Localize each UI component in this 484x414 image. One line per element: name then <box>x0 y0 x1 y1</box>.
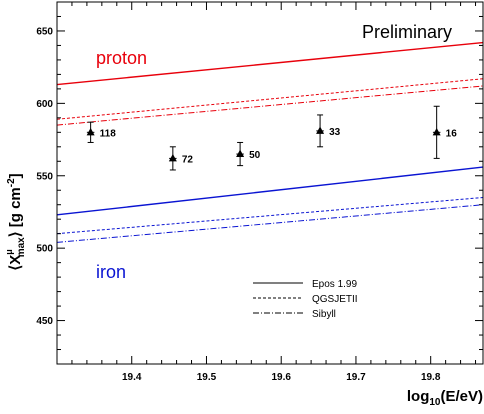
data-points: 118 72 50 33 16 <box>86 105 458 171</box>
model-line-iron-sibyll <box>56 204 484 243</box>
y-axis-title-sup: μ <box>4 249 14 255</box>
model-line-iron-qgsjetii <box>56 196 484 235</box>
point-2-marker <box>236 149 245 158</box>
legend: Epos 1.99 QGSJETII Sibyll <box>253 279 358 320</box>
y-axis-title: ⟨Xμ max⟩ [g cm-2] <box>4 173 27 270</box>
point-1-count-label: 72 <box>182 154 194 165</box>
annotation-preliminary: Preliminary <box>362 22 452 42</box>
model-line-proton-sibyll <box>56 85 484 126</box>
y-tick-label: 600 <box>36 99 53 110</box>
y-axis-title-group: ⟨Xμ max⟩ [g cm-2] <box>4 173 27 270</box>
y-axis-title-close: ] <box>7 173 24 178</box>
x-tick-label: 19.5 <box>197 372 217 383</box>
point-2-count-label: 50 <box>249 150 261 161</box>
legend-label-sibyll: Sibyll <box>312 309 336 320</box>
axis-ticks: 450 500 550 600 650 19.4 19.5 19.6 19.7 19.8 <box>36 1 483 383</box>
x-axis-title: log10(E/eV) <box>407 388 483 408</box>
y-axis-title-lead: ⟨X <box>7 255 24 271</box>
point-1-marker <box>168 153 177 162</box>
y-axis-title-tail: ⟩ [g cm <box>7 187 24 237</box>
point-0-count-label: 118 <box>100 128 117 139</box>
point-4-marker <box>432 127 441 136</box>
x-tick-label: 19.4 <box>122 372 142 383</box>
y-axis-title-sub: max <box>16 237 27 257</box>
point-3-marker <box>316 126 325 134</box>
y-tick-label: 550 <box>36 171 53 182</box>
x-tick-label: 19.8 <box>421 372 441 383</box>
y-tick-label: 450 <box>36 316 53 327</box>
point-0-marker <box>86 127 95 136</box>
y-tick-label: 650 <box>36 26 53 37</box>
plot-border <box>56 1 484 365</box>
x-axis-title-main: log <box>407 388 430 405</box>
plot-frame <box>56 1 484 365</box>
model-line-proton-epos-1-99 <box>56 41 484 86</box>
x-tick-label: 19.6 <box>271 372 291 383</box>
y-axis-title-power: -2 <box>6 178 17 187</box>
label-iron: iron <box>96 262 126 282</box>
x-axis-title-tail: (E/eV) <box>440 388 483 405</box>
point-4-count-label: 16 <box>446 128 458 139</box>
legend-label-qgsjet: QGSJETII <box>312 294 358 305</box>
y-tick-label: 500 <box>36 244 53 255</box>
model-line-proton-qgsjetii <box>56 78 484 120</box>
model-curves <box>56 41 484 243</box>
label-proton: proton <box>96 48 147 68</box>
legend-label-epos: Epos 1.99 <box>312 279 357 290</box>
x-tick-label: 19.7 <box>346 372 366 383</box>
model-line-iron-epos-1-99 <box>56 166 484 216</box>
x-axis-title-sub: 10 <box>429 397 441 408</box>
point-3-count-label: 33 <box>329 127 341 138</box>
